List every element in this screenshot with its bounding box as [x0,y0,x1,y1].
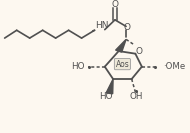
Text: O: O [136,47,143,56]
Text: OH: OH [130,92,143,101]
Text: HO: HO [99,92,112,101]
Polygon shape [106,79,113,94]
Text: O: O [112,0,118,9]
Polygon shape [116,39,126,52]
Text: HO: HO [71,62,84,71]
Text: HN: HN [96,21,109,30]
Text: O: O [124,23,131,32]
Text: Aos: Aos [116,60,129,69]
Text: ·OMe: ·OMe [163,62,185,71]
